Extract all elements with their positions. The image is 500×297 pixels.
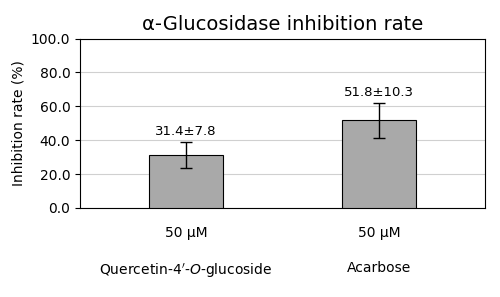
Y-axis label: Inhibition rate (%): Inhibition rate (%) <box>11 60 25 186</box>
Text: 50 μM: 50 μM <box>358 226 400 240</box>
Text: 31.4±7.8: 31.4±7.8 <box>156 125 217 138</box>
Bar <box>342 120 415 208</box>
Text: 50 μM: 50 μM <box>165 226 208 240</box>
Title: α-Glucosidase inhibition rate: α-Glucosidase inhibition rate <box>142 15 423 34</box>
Bar <box>150 155 222 208</box>
Text: Acarbose: Acarbose <box>347 261 411 275</box>
Text: 51.8±10.3: 51.8±10.3 <box>344 86 414 99</box>
Text: Quercetin-4$'$-$\it{O}$-glucoside: Quercetin-4$'$-$\it{O}$-glucoside <box>100 261 273 279</box>
